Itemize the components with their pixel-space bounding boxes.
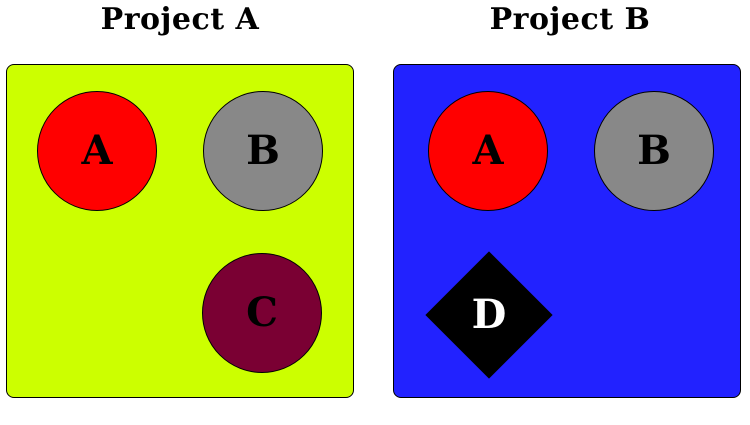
project-a-title: Project A bbox=[100, 2, 260, 37]
node-label: D bbox=[471, 291, 507, 338]
project-b-node-b: B bbox=[594, 91, 714, 211]
project-b-title: Project B bbox=[489, 2, 651, 37]
project-b-node-a: A bbox=[428, 91, 548, 211]
node-label: B bbox=[637, 127, 671, 174]
node-label: A bbox=[472, 127, 504, 174]
project-a-node-a: A bbox=[37, 91, 157, 211]
node-label: A bbox=[81, 127, 113, 174]
project-a-node-b: B bbox=[203, 91, 323, 211]
project-b-node-d: D bbox=[425, 251, 553, 379]
node-label: C bbox=[246, 289, 278, 336]
project-b-panel: A B D bbox=[393, 64, 741, 398]
node-label: B bbox=[246, 127, 280, 174]
project-a-node-c: C bbox=[202, 253, 322, 373]
project-a-panel: A B C bbox=[6, 64, 354, 398]
